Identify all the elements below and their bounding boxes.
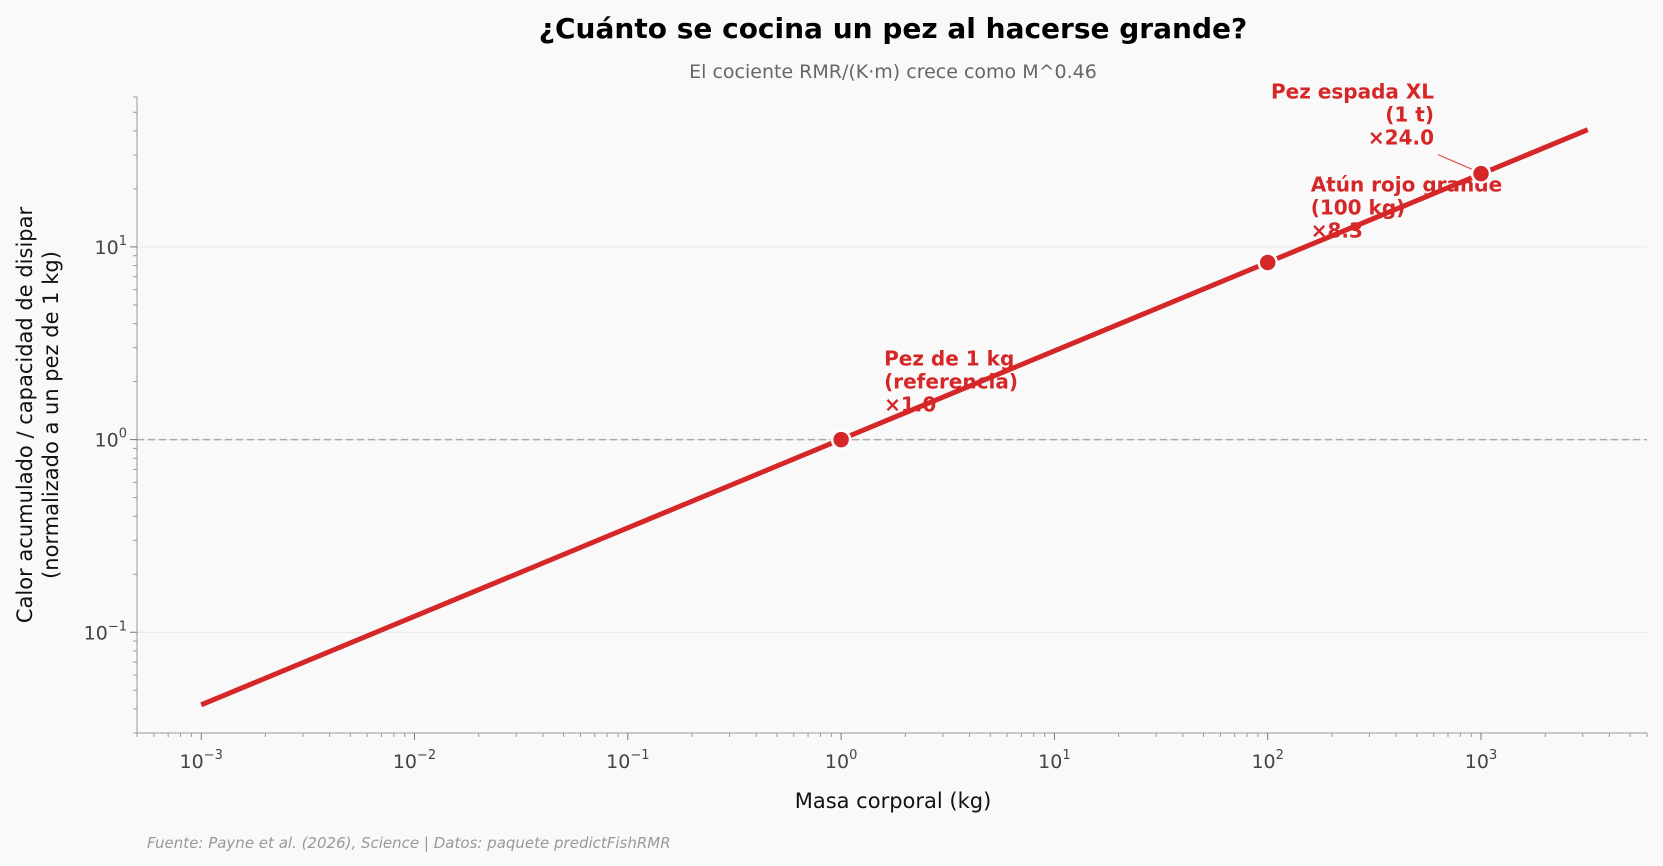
x-tick-label: 101 (1038, 748, 1070, 773)
series-line (200, 127, 1589, 708)
axis-ticks: 10−3 10−2 10−1 100 101 102 103 10−1 100 101 (84, 96, 1648, 773)
annotation-line: (1 t) (1385, 103, 1434, 127)
x-tick-label: 10−3 (180, 748, 223, 773)
y-tick-label: 100 (95, 427, 127, 452)
y-tick-label: 10−1 (84, 619, 127, 644)
series-layer (200, 127, 1589, 708)
annotation-line: ×8.3 (1311, 219, 1363, 243)
point-annotation: Pez de 1 kg (referencia) ×1.0 (884, 347, 1018, 417)
chart-subtitle: El cociente RMR/(K·m) crece como M^0.46 (689, 61, 1097, 83)
point-annotation: Atún rojo grande (100 kg) ×8.3 (1311, 173, 1502, 243)
x-tick-label: 10−2 (393, 748, 436, 773)
annotation-line: (100 kg) (1311, 196, 1406, 220)
annotation-line: ×24.0 (1368, 126, 1434, 150)
points-layer: Pez de 1 kg (referencia) ×1.0 Atún rojo gra… (830, 80, 1502, 450)
y-axis-label-line2: (normalizado a un pez de 1 kg) (39, 251, 63, 579)
x-tick-label: 100 (825, 748, 857, 773)
annotation-line: ×1.0 (884, 393, 936, 417)
point-annotation: Pez espada XL (1 t) ×24.0 (1271, 80, 1434, 150)
data-point (830, 429, 852, 450)
data-point (1470, 163, 1492, 184)
chart-title: ¿Cuánto se cocina un pez al hacerse gran… (539, 12, 1247, 45)
annotation-line: (referencia) (884, 370, 1018, 394)
annotation-line: Pez espada XL (1271, 80, 1434, 104)
x-axis-label: Masa corporal (kg) (795, 789, 992, 813)
y-tick-label: 101 (95, 234, 127, 259)
x-tick-label: 10−1 (606, 748, 649, 773)
y-axis-label-line1: Calor acumulado / capacidad de disipar (13, 207, 37, 624)
x-tick-label: 103 (1465, 748, 1497, 773)
annotation-leader (1437, 154, 1474, 171)
x-tick-label: 102 (1251, 748, 1283, 773)
annotation-line: Atún rojo grande (1311, 173, 1502, 197)
data-point (1257, 252, 1278, 273)
source-note: Fuente: Payne et al. (2026), Science | D… (147, 834, 671, 852)
annotation-line: Pez de 1 kg (884, 347, 1014, 371)
